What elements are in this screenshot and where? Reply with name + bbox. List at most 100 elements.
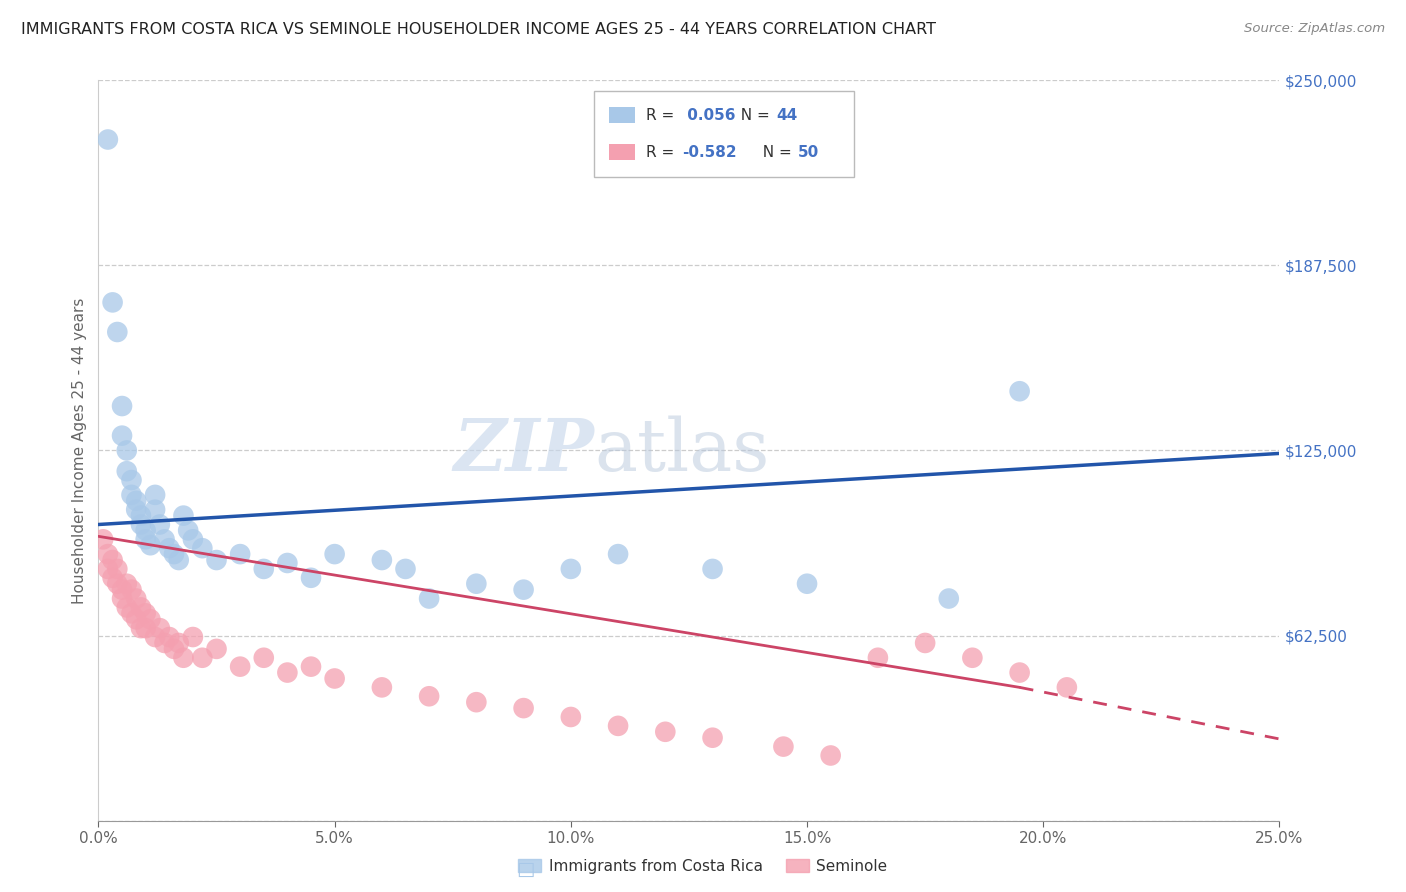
Point: [153, 636, 176, 650]
Point: [276, 665, 298, 680]
Point: [560, 562, 582, 576]
Point: [91, 533, 114, 547]
Point: [607, 547, 630, 561]
Point: [181, 630, 204, 644]
Text: N =: N =: [752, 145, 796, 160]
Point: [323, 672, 346, 686]
Point: [111, 428, 134, 442]
Point: [299, 659, 322, 673]
Point: [229, 547, 252, 561]
Point: [115, 576, 138, 591]
Point: [167, 553, 190, 567]
FancyBboxPatch shape: [609, 107, 634, 123]
Point: [914, 636, 936, 650]
Point: [135, 607, 157, 621]
Point: [418, 591, 440, 606]
Point: [121, 473, 143, 487]
Text: R =: R =: [647, 108, 679, 122]
Point: [149, 621, 172, 635]
Point: [143, 488, 166, 502]
Point: [135, 533, 157, 547]
Point: [702, 731, 724, 745]
Point: [135, 524, 157, 538]
Point: [371, 681, 394, 695]
Text: 0.056: 0.056: [682, 108, 735, 122]
Point: [121, 488, 143, 502]
Text: R =: R =: [647, 145, 679, 160]
Point: [121, 607, 143, 621]
Text: □: □: [516, 860, 534, 880]
Point: [125, 612, 148, 626]
Legend: Immigrants from Costa Rica, Seminole: Immigrants from Costa Rica, Seminole: [512, 853, 894, 880]
Point: [129, 508, 152, 523]
Point: [702, 562, 724, 576]
Point: [1056, 681, 1078, 695]
Point: [172, 508, 194, 523]
Point: [139, 538, 162, 552]
Point: [465, 695, 488, 709]
Text: IMMIGRANTS FROM COSTA RICA VS SEMINOLE HOUSEHOLDER INCOME AGES 25 - 44 YEARS COR: IMMIGRANTS FROM COSTA RICA VS SEMINOLE H…: [21, 22, 936, 37]
Point: [607, 719, 630, 733]
Point: [654, 724, 676, 739]
Point: [153, 533, 176, 547]
Point: [253, 650, 276, 665]
Point: [163, 547, 186, 561]
FancyBboxPatch shape: [595, 91, 855, 177]
Point: [101, 553, 124, 567]
Point: [97, 547, 120, 561]
Point: [191, 650, 214, 665]
Point: [157, 630, 180, 644]
Point: [163, 641, 186, 656]
Point: [125, 502, 148, 516]
Point: [1008, 665, 1031, 680]
Point: [149, 517, 172, 532]
Point: [125, 591, 148, 606]
Text: ZIP: ZIP: [454, 415, 595, 486]
Point: [418, 690, 440, 704]
Text: N =: N =: [731, 108, 775, 122]
Point: [191, 541, 214, 556]
Point: [276, 556, 298, 570]
Point: [177, 524, 200, 538]
Point: [105, 576, 128, 591]
Text: -0.582: -0.582: [682, 145, 737, 160]
Point: [97, 132, 120, 146]
Point: [121, 582, 143, 597]
Point: [465, 576, 488, 591]
Point: [157, 541, 180, 556]
FancyBboxPatch shape: [609, 144, 634, 161]
Point: [299, 571, 322, 585]
Point: [172, 650, 194, 665]
Y-axis label: Householder Income Ages 25 - 44 years: Householder Income Ages 25 - 44 years: [72, 297, 87, 604]
Text: Source: ZipAtlas.com: Source: ZipAtlas.com: [1244, 22, 1385, 36]
Point: [796, 576, 818, 591]
Point: [115, 600, 138, 615]
Point: [772, 739, 794, 754]
Point: [101, 571, 124, 585]
Point: [101, 295, 124, 310]
Point: [512, 582, 534, 597]
Point: [394, 562, 416, 576]
Point: [129, 621, 152, 635]
Point: [129, 517, 152, 532]
Point: [125, 493, 148, 508]
Point: [1008, 384, 1031, 399]
Point: [371, 553, 394, 567]
Point: [129, 600, 152, 615]
Point: [115, 464, 138, 478]
Point: [143, 630, 166, 644]
Point: [323, 547, 346, 561]
Point: [205, 553, 228, 567]
Point: [938, 591, 960, 606]
Text: atlas: atlas: [595, 415, 770, 486]
Point: [111, 399, 134, 413]
Point: [253, 562, 276, 576]
Point: [111, 591, 134, 606]
Point: [229, 659, 252, 673]
Text: 50: 50: [797, 145, 818, 160]
Point: [105, 325, 128, 339]
Point: [512, 701, 534, 715]
Point: [135, 621, 157, 635]
Point: [181, 533, 204, 547]
Point: [962, 650, 984, 665]
